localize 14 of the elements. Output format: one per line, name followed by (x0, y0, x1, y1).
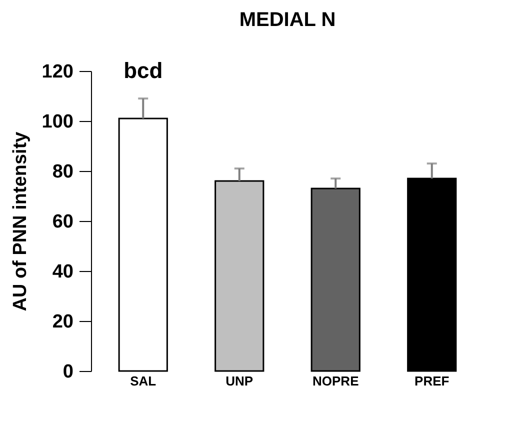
y-tick-label: 120 (42, 62, 74, 82)
y-tick-label: 80 (52, 162, 74, 182)
x-tick-label: NOPRE (312, 374, 360, 388)
y-tick-label: 100 (42, 112, 74, 132)
y-tick-label: 20 (52, 312, 74, 332)
annotation: bcd (124, 58, 163, 83)
y-tick-label: 0 (62, 362, 74, 382)
y-tick-label: 40 (52, 262, 74, 282)
x-tick-label: UNP (226, 374, 254, 388)
y-axis-title: AU of PNN intensity (10, 131, 31, 312)
x-tick-label: PREF (414, 374, 450, 388)
y-tick-label: 60 (52, 212, 74, 232)
chart-title: MEDIAL N (239, 9, 336, 31)
x-tick-label: SAL (130, 374, 156, 388)
